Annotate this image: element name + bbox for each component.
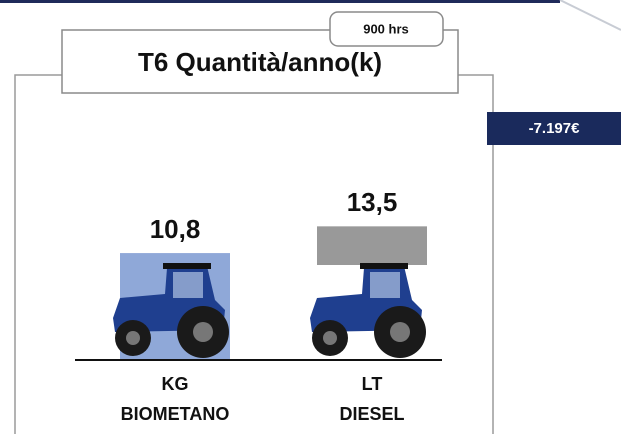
rear-hub <box>193 322 213 342</box>
tractor-cab-glass <box>173 272 203 298</box>
tractor <box>300 263 444 359</box>
top-rule <box>0 0 560 3</box>
chart-title: T6 Quantità/anno(k) <box>138 47 382 77</box>
tractor <box>113 263 229 358</box>
tractor-cab-glass <box>370 272 400 298</box>
plot: 10,8 KG BIOMETANO 13,5 LT DIESEL <box>113 187 444 424</box>
category-label: LT <box>362 374 383 394</box>
delta-label: -7.197€ <box>529 120 581 137</box>
category-label: DIESEL <box>339 404 404 424</box>
delta-box <box>487 112 621 145</box>
tractor-roof <box>163 263 211 269</box>
tractor-roof <box>360 263 408 269</box>
value-label: 13,5 <box>347 187 398 217</box>
front-hub <box>323 331 337 345</box>
corner-line <box>559 0 621 31</box>
value-label: 10,8 <box>150 214 201 244</box>
front-hub <box>126 331 140 345</box>
hours-label: 900 hrs <box>363 21 409 36</box>
category-label: BIOMETANO <box>121 404 230 424</box>
category-label: KG <box>162 374 189 394</box>
hours-box <box>329 11 444 47</box>
rear-hub <box>390 322 410 342</box>
